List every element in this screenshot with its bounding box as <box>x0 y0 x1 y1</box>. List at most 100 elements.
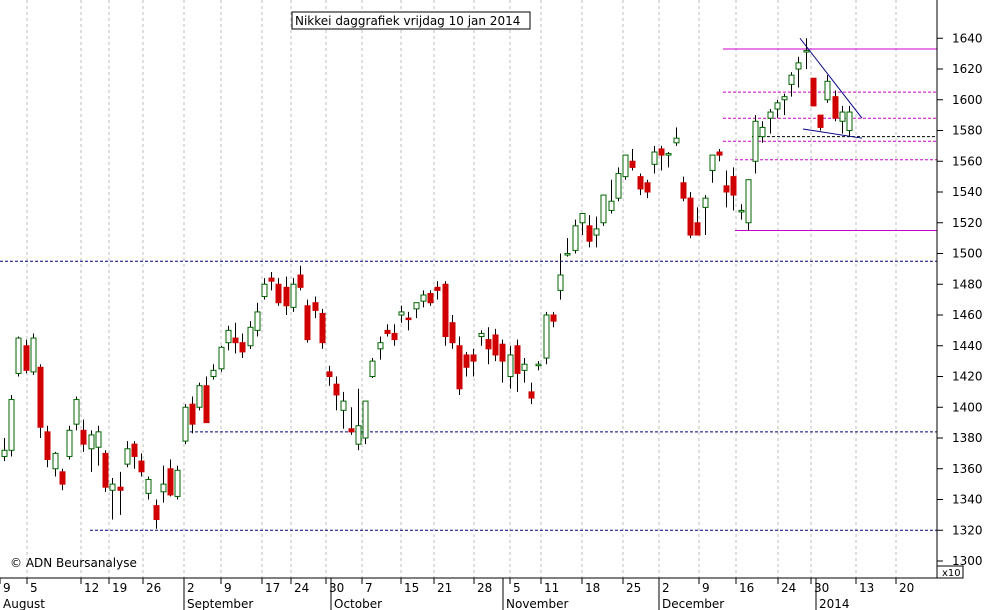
y-tick-label: 1560 <box>952 154 983 168</box>
candle-body <box>781 96 788 101</box>
candle-body <box>268 277 275 282</box>
candle-body <box>492 334 499 356</box>
candle-body <box>95 431 102 448</box>
candle-body <box>514 345 521 374</box>
x-tick-label: 18 <box>585 581 600 595</box>
trendline <box>799 37 863 119</box>
y-tick-label: 1440 <box>952 339 983 353</box>
candle-body <box>463 354 470 368</box>
y-tick-label: 1500 <box>952 247 983 261</box>
candle-body <box>817 114 824 128</box>
candle-body <box>44 431 51 461</box>
y-tick-label: 1600 <box>952 93 983 107</box>
x-tick-label: 30 <box>814 581 829 595</box>
candle-body <box>167 468 174 496</box>
candle-body <box>384 329 391 334</box>
candle-body <box>824 80 831 101</box>
y-tick-label: 1520 <box>952 216 983 230</box>
candle-body <box>615 173 622 199</box>
chart-title: Nikkei daggrafiek vrijdag 10 jan 2014 <box>295 14 520 28</box>
candle-body <box>759 126 766 138</box>
candle-body <box>138 460 145 473</box>
candle-body <box>398 311 405 316</box>
x-tick-label: 2 <box>187 581 195 595</box>
month-label: November <box>506 597 568 610</box>
x-tick-label: 7 <box>365 581 373 595</box>
y-tick-label: 1300 <box>952 554 983 568</box>
candle-body <box>752 120 759 162</box>
candle-body <box>210 369 217 378</box>
x-tick-label: 15 <box>404 581 419 595</box>
trendline <box>802 128 863 139</box>
candle-body <box>622 154 629 178</box>
candle-body <box>239 342 246 353</box>
candle-body <box>803 50 810 53</box>
month-label: September <box>187 597 253 610</box>
month-label: December <box>662 597 724 610</box>
candle-body <box>702 197 709 208</box>
candle-body <box>348 428 355 433</box>
candle-body <box>485 339 492 350</box>
y-tick-label: 1380 <box>952 431 983 445</box>
candle-body <box>23 345 30 371</box>
candle-body <box>846 111 853 132</box>
x-tick-label: 19 <box>112 581 127 595</box>
candle-body <box>232 337 239 344</box>
y-tick-label: 1640 <box>952 31 983 45</box>
candle-body <box>593 228 600 236</box>
x-tick-label: 2 <box>662 581 670 595</box>
candle-body <box>355 425 362 445</box>
candle-body <box>738 209 745 213</box>
candle-body <box>52 452 59 470</box>
candle-body <box>290 283 297 308</box>
candle-body <box>586 225 593 242</box>
candle-body <box>528 391 535 399</box>
candle-body <box>203 385 210 424</box>
x-tick-label: 25 <box>626 581 641 595</box>
candle-body <box>470 354 477 362</box>
month-label: August <box>3 597 45 610</box>
candle-body <box>543 314 550 359</box>
candle-body <box>665 153 672 156</box>
candle-body <box>767 111 774 119</box>
x-tick-label: 26 <box>146 581 161 595</box>
candle-body <box>73 399 80 425</box>
candle-body <box>109 483 116 491</box>
candle-body <box>80 429 87 445</box>
x-tick-label: 20 <box>899 581 914 595</box>
y-tick-label: 1580 <box>952 124 983 138</box>
x-tick-label: 11 <box>544 581 559 595</box>
month-label: 2014 <box>819 597 850 610</box>
candle-body <box>254 311 261 331</box>
candle-body <box>745 179 752 224</box>
candle-body <box>572 225 579 251</box>
candle-body <box>326 371 333 378</box>
candle-body <box>145 479 152 494</box>
candle-body <box>499 343 506 362</box>
candle-body <box>131 443 138 457</box>
candle-body <box>723 185 730 193</box>
candle-body <box>651 151 658 165</box>
month-label: October <box>334 597 382 610</box>
x-tick-label: 13 <box>859 581 874 595</box>
copyright-label: © ADN Beursanalyse <box>10 556 137 570</box>
x-axis-ticks: 9 5 12 19 26 2 9 17 24 30 7 15 21 28 5 11 18 25 2 9 16 24 30 13… <box>0 578 914 595</box>
candle-body <box>680 182 687 199</box>
candle-body <box>608 200 615 211</box>
y-tick-label: 1620 <box>952 62 983 76</box>
candle-body <box>687 197 694 236</box>
candle-body <box>333 383 340 396</box>
x-tick-label: 30 <box>329 581 344 595</box>
candle-body <box>391 332 398 341</box>
x-tick-label: 5 <box>30 581 38 595</box>
x-tick-label: 9 <box>702 581 710 595</box>
candle-body <box>788 74 795 85</box>
candle-body <box>304 305 311 341</box>
x-tick-label: 12 <box>84 581 99 595</box>
candle-body <box>8 399 15 451</box>
multiplier-box <box>936 565 964 579</box>
candle-body <box>709 154 716 171</box>
candle-body <box>261 283 268 298</box>
candle-body <box>442 283 449 338</box>
